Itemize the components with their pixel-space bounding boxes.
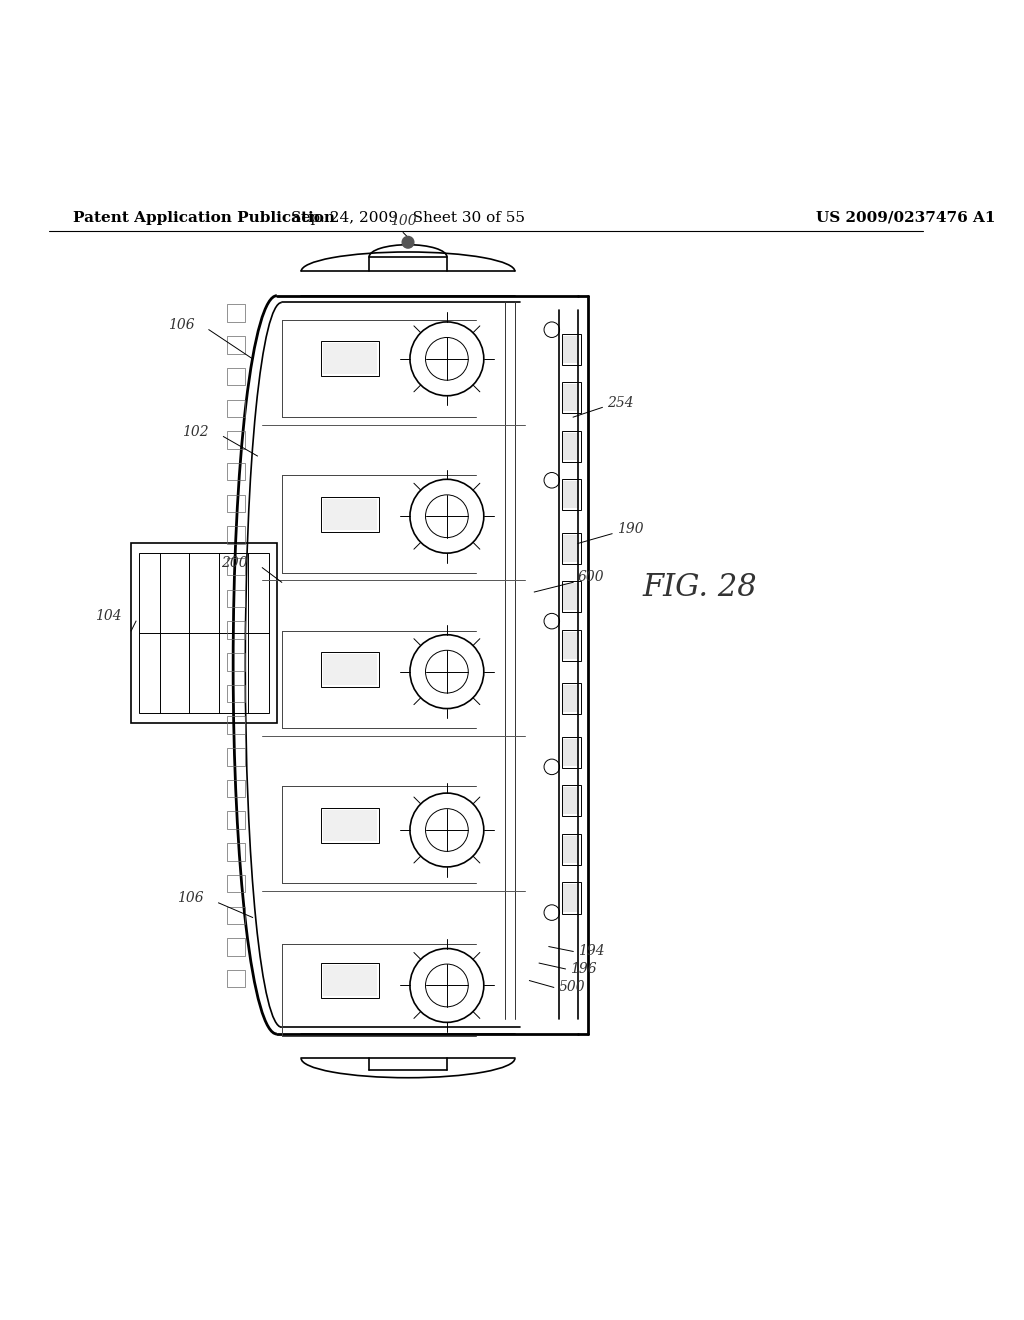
Bar (563, 685, 579, 713)
Bar (227, 907, 245, 924)
Circle shape (402, 236, 414, 248)
Text: FIG. 28: FIG. 28 (642, 572, 757, 603)
Bar (323, 499, 377, 529)
Text: 100: 100 (390, 214, 417, 227)
Bar (227, 337, 245, 354)
Bar (323, 655, 377, 685)
Text: 106: 106 (177, 891, 204, 906)
Bar (563, 884, 579, 912)
Bar (561, 737, 581, 768)
Text: 194: 194 (578, 944, 604, 958)
Bar (563, 632, 579, 659)
Bar (227, 622, 245, 639)
Text: 106: 106 (168, 318, 195, 331)
Bar (561, 383, 581, 413)
Bar (563, 583, 579, 610)
Bar (227, 717, 245, 734)
Text: Patent Application Publication: Patent Application Publication (73, 211, 335, 224)
Bar (561, 334, 581, 364)
Bar (321, 496, 379, 532)
Bar (561, 581, 581, 612)
Bar (561, 684, 581, 714)
Bar (563, 836, 579, 863)
Bar (561, 785, 581, 816)
Bar (563, 787, 579, 814)
Bar (561, 883, 581, 913)
Text: 102: 102 (182, 425, 209, 438)
Bar (563, 739, 579, 766)
Bar (563, 384, 579, 412)
Bar (323, 809, 377, 841)
Bar (131, 544, 276, 723)
Bar (227, 653, 245, 671)
Bar (561, 479, 581, 511)
Text: 196: 196 (570, 962, 597, 975)
Bar (561, 834, 581, 865)
Bar (227, 843, 245, 861)
Bar (561, 430, 581, 462)
Text: US 2009/0237476 A1: US 2009/0237476 A1 (816, 211, 995, 224)
Text: 600: 600 (578, 570, 604, 585)
Bar (227, 527, 245, 544)
Bar (227, 432, 245, 449)
Text: 190: 190 (616, 521, 643, 536)
Bar (563, 535, 579, 562)
Bar (227, 812, 245, 829)
Bar (323, 343, 377, 375)
Text: 104: 104 (95, 610, 122, 623)
Bar (227, 970, 245, 987)
Bar (227, 558, 245, 576)
Bar (227, 939, 245, 956)
Bar (561, 630, 581, 661)
Bar (563, 433, 579, 459)
Text: 254: 254 (607, 396, 634, 409)
Bar (227, 685, 245, 702)
Bar (321, 342, 379, 376)
Bar (563, 335, 579, 363)
Bar (227, 305, 245, 322)
Bar (321, 652, 379, 688)
Bar (321, 964, 379, 998)
Bar (227, 368, 245, 385)
Bar (227, 748, 245, 766)
Bar (139, 553, 269, 713)
Bar (561, 533, 581, 564)
Bar (227, 400, 245, 417)
Bar (323, 965, 377, 997)
Text: 500: 500 (559, 981, 586, 994)
Text: Sep. 24, 2009   Sheet 30 of 55: Sep. 24, 2009 Sheet 30 of 55 (291, 211, 525, 224)
Bar (563, 482, 579, 508)
Bar (227, 495, 245, 512)
Bar (227, 590, 245, 607)
Bar (227, 875, 245, 892)
Bar (227, 463, 245, 480)
Bar (321, 808, 379, 842)
Bar (227, 780, 245, 797)
Text: 200: 200 (221, 556, 248, 570)
